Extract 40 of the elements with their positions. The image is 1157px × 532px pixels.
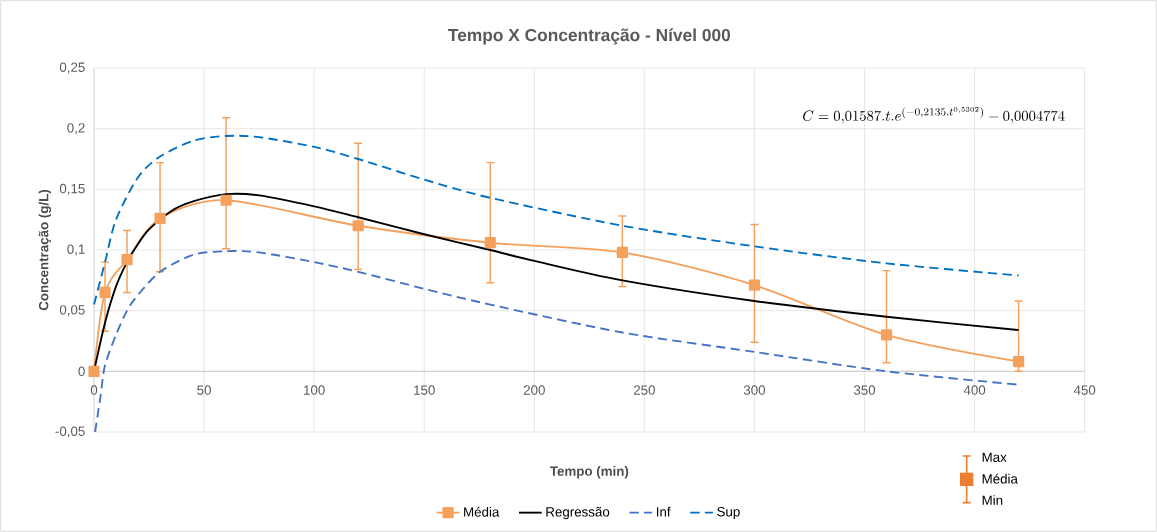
legend-label: Regressão	[546, 506, 610, 520]
y-tick-label: 0	[78, 366, 85, 377]
point	[1013, 356, 1025, 368]
chart-title: Tempo X Concentração - Nível 000	[448, 28, 731, 45]
y-tick-label: 0,15	[59, 183, 85, 195]
x-tick-label: 250	[633, 385, 655, 395]
annotation: $C=0{,}01587.t.e^{(-0{,}2135.t^{0{,}5302})}-0{,}0004774$	[803, 107, 1065, 124]
y-tick-label: 0,1	[67, 244, 85, 256]
x-tick-label: 0	[90, 385, 98, 395]
point	[352, 220, 364, 232]
x-tick-label: 350	[853, 385, 876, 395]
y-tick-label: 0,05	[59, 305, 85, 317]
point	[616, 246, 628, 259]
x-tick-label: 150	[414, 385, 435, 395]
point	[154, 212, 166, 225]
point	[99, 286, 111, 299]
point	[484, 237, 496, 249]
y-tick-label: -0,05	[55, 426, 85, 438]
legend-label: Média	[464, 506, 500, 517]
point	[88, 365, 100, 377]
y-axis-title: Concentração (g/L)	[38, 189, 52, 311]
y-tick-label: 0,2	[67, 123, 85, 135]
legend-label: Sup	[717, 507, 740, 520]
x-axis-title: Tempo (min)	[549, 466, 629, 479]
x-tick-label: 450	[1073, 385, 1096, 395]
text: Max	[982, 452, 1007, 462]
point	[880, 329, 893, 341]
y-tick-label: 0,25	[59, 62, 85, 74]
legend-label: Inf	[656, 506, 671, 517]
x-tick-label: 100	[304, 385, 325, 395]
text: Média	[982, 473, 1018, 484]
line-series	[93, 134, 1020, 306]
x-tick-label: 200	[523, 385, 545, 395]
point	[220, 194, 232, 206]
point	[748, 279, 761, 291]
x-tick-label: 400	[963, 385, 986, 395]
point	[121, 254, 133, 266]
text: Min	[982, 495, 1003, 505]
x-tick-label: 50	[197, 385, 211, 395]
x-tick-label: 300	[743, 385, 766, 395]
